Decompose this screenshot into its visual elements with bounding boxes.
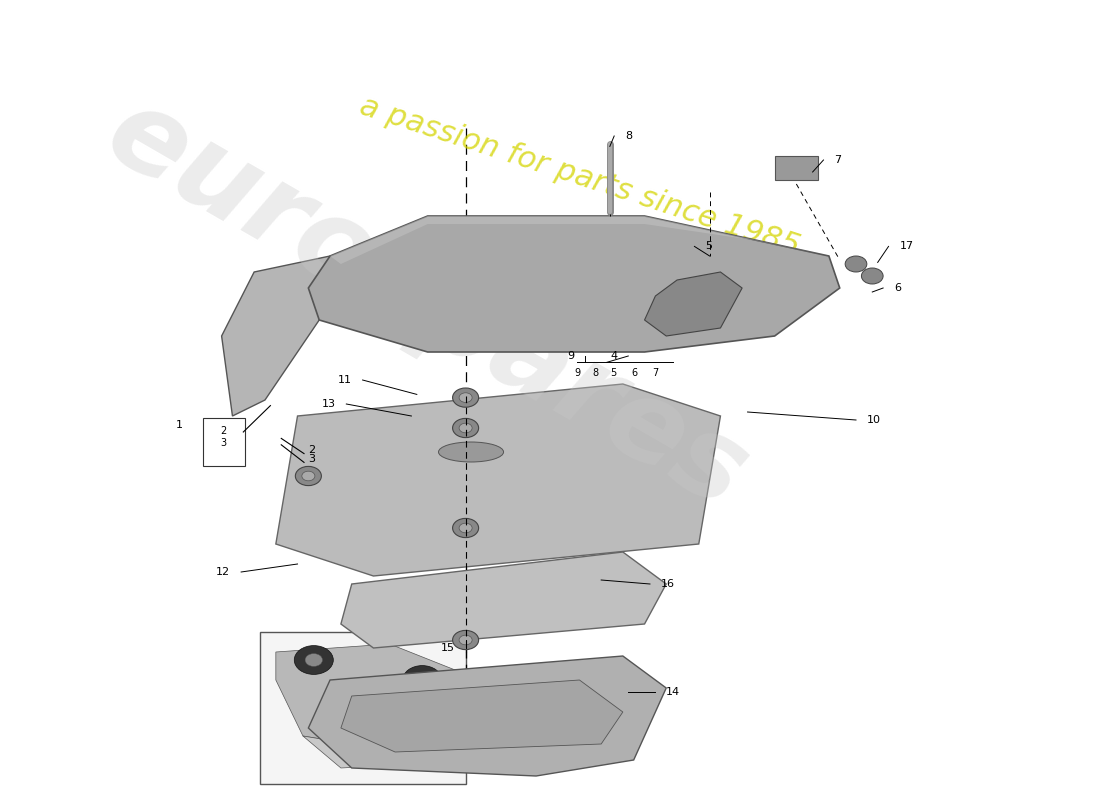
Polygon shape: [276, 384, 720, 576]
Circle shape: [459, 635, 472, 645]
Circle shape: [452, 630, 478, 650]
Polygon shape: [308, 656, 667, 776]
Circle shape: [861, 268, 883, 284]
Polygon shape: [341, 680, 623, 752]
Text: 16: 16: [661, 579, 674, 589]
Text: 4: 4: [610, 351, 617, 361]
Text: 6: 6: [894, 283, 901, 293]
Polygon shape: [221, 256, 330, 416]
Text: 3: 3: [308, 454, 316, 464]
Circle shape: [459, 523, 472, 533]
Polygon shape: [330, 216, 829, 264]
Text: 7: 7: [834, 155, 842, 165]
Text: 5: 5: [705, 242, 713, 251]
Text: 17: 17: [900, 242, 913, 251]
FancyBboxPatch shape: [204, 418, 245, 466]
Circle shape: [459, 393, 472, 402]
Text: 9: 9: [566, 351, 574, 361]
Circle shape: [414, 674, 431, 686]
Circle shape: [305, 654, 322, 666]
Text: 2: 2: [221, 426, 227, 437]
Text: a passion for parts since 1985: a passion for parts since 1985: [355, 91, 803, 261]
Ellipse shape: [439, 442, 504, 462]
Polygon shape: [645, 272, 742, 336]
Text: 5: 5: [610, 368, 616, 378]
Bar: [774, 156, 818, 180]
Text: 2: 2: [308, 446, 316, 455]
Text: 3: 3: [221, 438, 227, 448]
Circle shape: [459, 423, 472, 433]
Circle shape: [845, 256, 867, 272]
Text: 7: 7: [652, 368, 659, 378]
Text: 6: 6: [631, 368, 638, 378]
Text: 8: 8: [625, 131, 632, 141]
Text: 14: 14: [667, 687, 681, 697]
Text: 1: 1: [176, 420, 183, 430]
Polygon shape: [302, 736, 417, 768]
Circle shape: [301, 471, 315, 481]
Circle shape: [452, 388, 478, 407]
Text: 13: 13: [321, 399, 336, 409]
Polygon shape: [276, 644, 460, 752]
Circle shape: [403, 666, 442, 694]
Circle shape: [295, 646, 333, 674]
Circle shape: [296, 466, 321, 486]
Circle shape: [452, 418, 478, 438]
Circle shape: [452, 518, 478, 538]
Polygon shape: [308, 216, 839, 352]
Text: eurospares: eurospares: [88, 76, 767, 532]
Text: 9: 9: [574, 368, 581, 378]
Text: 11: 11: [338, 375, 352, 385]
Text: 12: 12: [217, 567, 230, 577]
Text: 15: 15: [441, 643, 454, 653]
Text: 8: 8: [593, 368, 598, 378]
Text: 10: 10: [867, 415, 881, 425]
Polygon shape: [341, 552, 667, 648]
FancyBboxPatch shape: [260, 632, 465, 784]
